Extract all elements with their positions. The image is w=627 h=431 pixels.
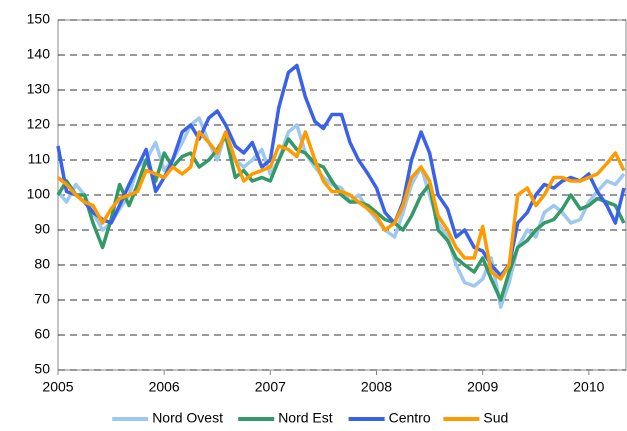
x-tick-label: 2005 — [42, 379, 73, 395]
series-line — [56, 116, 626, 309]
legend-label: Nord Ovest — [152, 410, 223, 426]
legend-label: Sud — [483, 410, 508, 426]
y-tick-label: 60 — [34, 326, 50, 342]
y-tick-label: 50 — [34, 361, 50, 377]
x-tick-label: 2008 — [361, 379, 392, 395]
series-line — [56, 63, 626, 278]
legend-label: Centro — [389, 410, 431, 426]
y-tick-label: 80 — [34, 256, 50, 272]
x-tick-label: 2007 — [255, 379, 286, 395]
y-tick-label: 100 — [27, 186, 51, 202]
x-tick-label: 2010 — [573, 379, 604, 395]
x-tick-label: 2009 — [467, 379, 498, 395]
y-tick-label: 70 — [34, 291, 50, 307]
y-tick-label: 90 — [34, 221, 50, 237]
series-line — [56, 130, 626, 281]
y-tick-label: 120 — [27, 116, 51, 132]
y-tick-label: 140 — [27, 46, 51, 62]
x-tick-label: 2006 — [149, 379, 180, 395]
y-tick-label: 130 — [27, 81, 51, 97]
y-tick-label: 110 — [28, 151, 51, 167]
legend-label: Nord Est — [278, 410, 333, 426]
y-tick-label: 150 — [27, 11, 51, 27]
